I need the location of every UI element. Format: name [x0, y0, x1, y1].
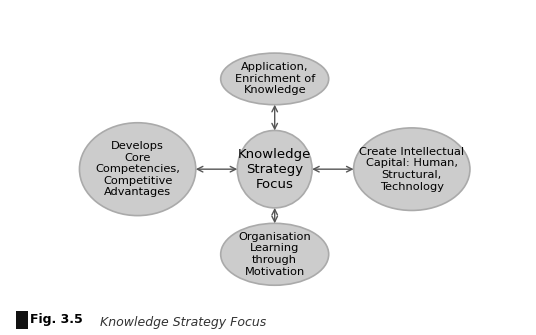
Ellipse shape — [354, 128, 470, 210]
Ellipse shape — [221, 53, 329, 105]
Text: Knowledge
Strategy
Focus: Knowledge Strategy Focus — [238, 148, 311, 191]
Text: Knowledge Strategy Focus: Knowledge Strategy Focus — [88, 316, 267, 329]
Text: Application,
Enrichment of
Knowledge: Application, Enrichment of Knowledge — [235, 62, 315, 95]
Ellipse shape — [237, 130, 312, 208]
Ellipse shape — [221, 223, 329, 285]
Text: Develops
Core
Competencies,
Competitive
Advantages: Develops Core Competencies, Competitive … — [95, 141, 180, 197]
Text: Fig. 3.5: Fig. 3.5 — [30, 314, 83, 326]
Ellipse shape — [79, 123, 196, 216]
Text: Create Intellectual
Capital: Human,
Structural,
Technology: Create Intellectual Capital: Human, Stru… — [359, 147, 464, 192]
Text: Organisation
Learning
through
Motivation: Organisation Learning through Motivation — [239, 232, 311, 277]
Bar — [16, 311, 28, 329]
